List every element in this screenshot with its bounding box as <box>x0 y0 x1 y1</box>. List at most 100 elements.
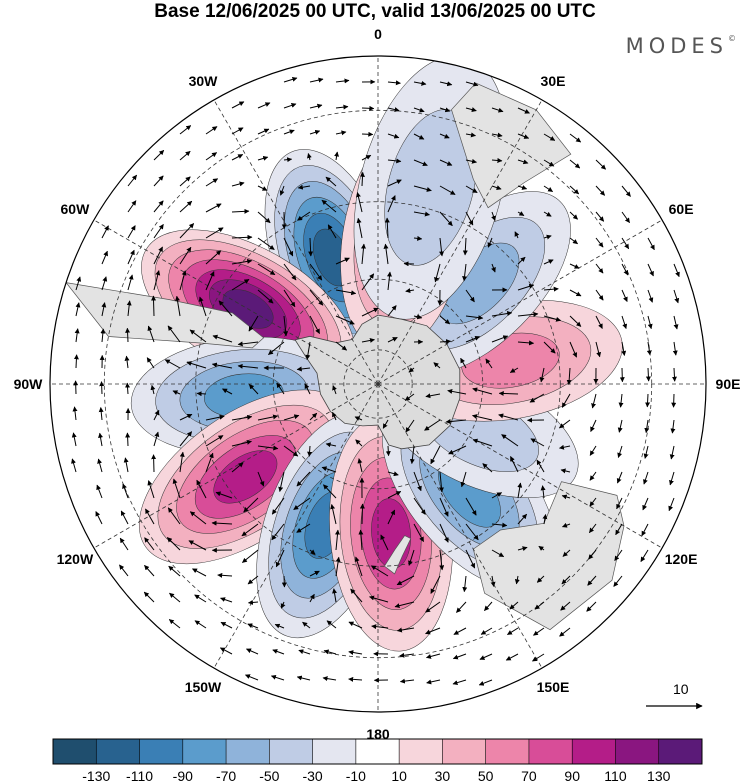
wind-vector <box>490 575 496 587</box>
wind-vector <box>439 523 449 543</box>
wind-vector <box>241 523 259 537</box>
wind-vector <box>127 249 135 265</box>
wind-vector <box>387 305 397 317</box>
wind-vector <box>385 445 391 457</box>
wind-vector <box>542 514 548 525</box>
latitude-circle <box>272 278 484 490</box>
wind-vector <box>465 132 476 138</box>
wind-vector <box>517 311 539 317</box>
wind-vector <box>569 237 578 245</box>
wind-vector <box>257 211 271 224</box>
wind-vector <box>357 458 363 473</box>
wind-vector <box>453 627 467 635</box>
wind-vector <box>595 315 603 329</box>
wind-vector <box>642 497 649 511</box>
wind-vector <box>302 621 311 629</box>
wind-vector <box>413 211 430 217</box>
copyright-mark: © <box>728 34 736 43</box>
colorbar-swatch <box>485 739 529 764</box>
wind-vector <box>491 211 496 221</box>
wind-vector <box>95 511 103 525</box>
wind-vector <box>439 549 445 571</box>
wind-vector <box>540 485 546 499</box>
wind-vector <box>387 133 400 139</box>
wind-vector <box>72 406 78 421</box>
wind-vector <box>370 565 389 577</box>
wind-vector <box>98 432 103 447</box>
wind-vector <box>396 627 415 633</box>
longitude-label: 180 <box>366 726 390 742</box>
wind-vector <box>296 675 311 681</box>
wind-vector <box>641 523 649 537</box>
meridian-line <box>377 56 592 385</box>
wind-vector <box>460 471 467 488</box>
wind-vector <box>335 556 341 577</box>
wind-vector <box>588 523 597 534</box>
wind-vector <box>433 362 441 369</box>
wind-vector <box>150 384 156 395</box>
wind-vector <box>382 419 389 429</box>
colorbar-swatch <box>226 739 270 764</box>
wind-vector <box>332 411 337 421</box>
wind-vector <box>517 482 523 499</box>
wind-vector <box>405 419 415 433</box>
wind-vector <box>569 159 581 169</box>
wind-vector <box>361 307 379 317</box>
wind-vector <box>589 471 597 481</box>
wind-vector <box>595 185 606 196</box>
wind-vector <box>509 601 519 610</box>
wind-vector <box>529 393 545 403</box>
wind-vector <box>283 157 293 163</box>
colorbar-tick-label: -30 <box>302 768 322 783</box>
wind-vector <box>243 497 259 513</box>
wind-vector <box>384 217 390 239</box>
wind-vector <box>326 620 337 629</box>
wind-vector <box>321 199 337 213</box>
wind-vector <box>387 471 399 477</box>
wind-vector <box>621 263 629 276</box>
wind-vector <box>309 103 323 109</box>
colorbar-tick-label: 10 <box>391 768 407 783</box>
wind-vector <box>413 235 423 241</box>
wind-vector <box>231 208 250 214</box>
wind-vector <box>569 315 582 327</box>
wind-vector <box>172 390 181 395</box>
wind-vector <box>413 133 425 140</box>
wind-vector <box>560 468 571 474</box>
wind-vector <box>536 459 545 473</box>
wind-vector <box>387 491 402 499</box>
wind-vector <box>246 648 259 655</box>
wind-vector <box>569 289 582 297</box>
wind-vector <box>371 624 389 630</box>
wind-vector <box>119 564 129 577</box>
wind-vector <box>179 200 193 213</box>
wind-vector <box>491 522 508 528</box>
wind-vector <box>153 409 160 421</box>
wind-vector <box>558 444 571 450</box>
wind-vector <box>643 445 649 459</box>
wind-vector <box>478 679 493 686</box>
wind-vector <box>127 174 138 187</box>
wind-vector <box>465 158 477 164</box>
wind-vector <box>586 601 597 612</box>
wind-vector <box>192 568 207 577</box>
wind-vector <box>101 302 107 317</box>
wind-vector <box>283 414 300 421</box>
wind-vector <box>231 127 244 135</box>
wind-vector <box>517 256 526 265</box>
colorbar-tick-label: -130 <box>82 768 110 783</box>
wind-vector <box>247 623 259 629</box>
wind-vector <box>387 80 401 86</box>
wind-vector <box>335 341 348 351</box>
wind-vector <box>439 107 451 113</box>
wind-vector <box>71 458 77 473</box>
wind-vector <box>673 263 680 278</box>
wind-vector <box>425 653 441 659</box>
wind-vector <box>491 107 504 113</box>
wind-vector <box>153 224 164 239</box>
wind-vector <box>211 362 233 369</box>
colorbar-tick-label: -90 <box>173 768 193 783</box>
wind-vector <box>308 237 314 257</box>
wind-vector <box>588 549 597 560</box>
wind-vector <box>517 107 530 114</box>
